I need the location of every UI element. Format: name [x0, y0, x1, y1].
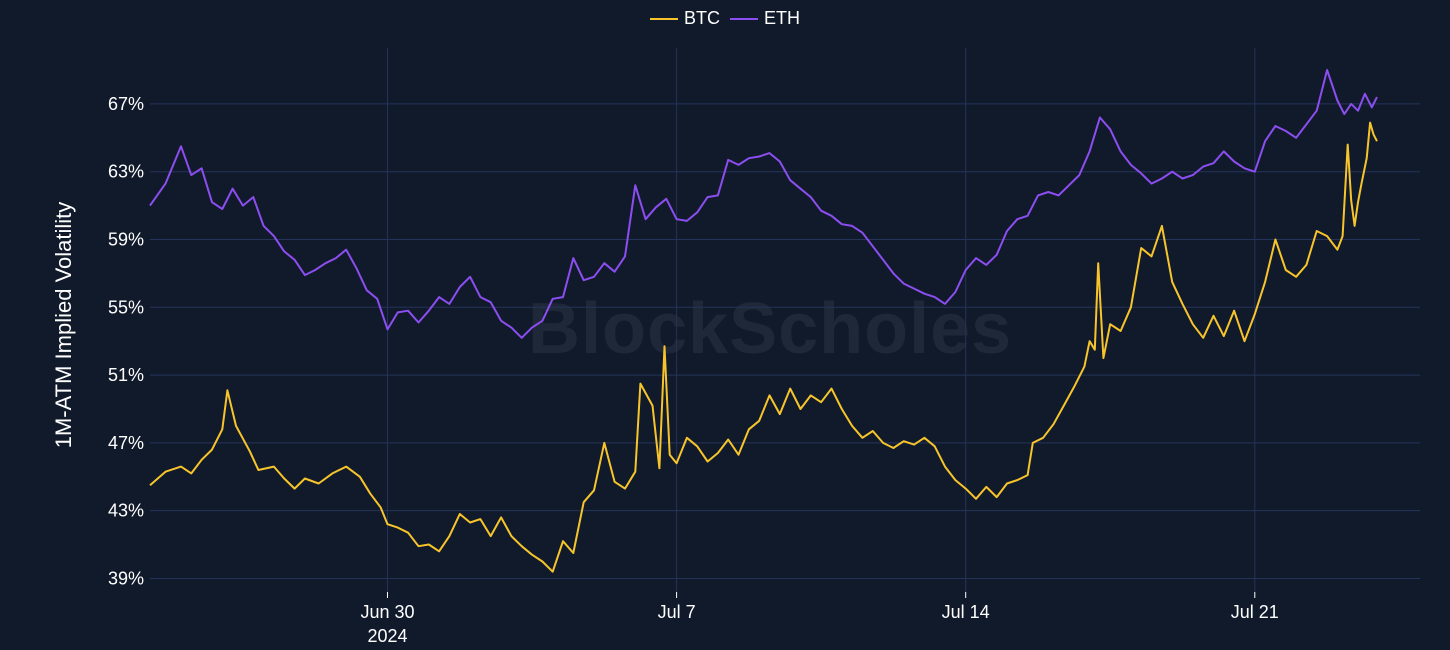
legend-item-btc[interactable]: BTC — [650, 8, 720, 29]
legend-item-eth[interactable]: ETH — [730, 8, 800, 29]
y-tick-label: 63% — [108, 162, 144, 182]
y-tick-label: 59% — [108, 230, 144, 250]
y-tick-label: 67% — [108, 94, 144, 114]
x-tick-label: Jul 14 — [942, 602, 990, 622]
legend: BTC ETH — [0, 8, 1450, 29]
legend-label-btc: BTC — [684, 8, 720, 28]
x-tick-sublabel: 2024 — [367, 626, 407, 646]
series-line-btc — [149, 121, 1378, 573]
y-tick-label: 47% — [108, 433, 144, 453]
y-tick-label: 55% — [108, 297, 144, 317]
legend-swatch-btc — [650, 17, 678, 20]
legend-label-eth: ETH — [764, 8, 800, 28]
y-tick-label: 43% — [108, 501, 144, 521]
x-tick-label: Jul 7 — [658, 602, 696, 622]
watermark: BlockScholes — [528, 289, 1013, 369]
x-tick-label: Jun 30 — [360, 602, 414, 622]
y-tick-label: 39% — [108, 568, 144, 588]
x-tick-label: Jul 21 — [1231, 602, 1279, 622]
legend-swatch-eth — [730, 17, 758, 20]
series-line-eth — [149, 69, 1378, 339]
y-tick-label: 51% — [108, 365, 144, 385]
